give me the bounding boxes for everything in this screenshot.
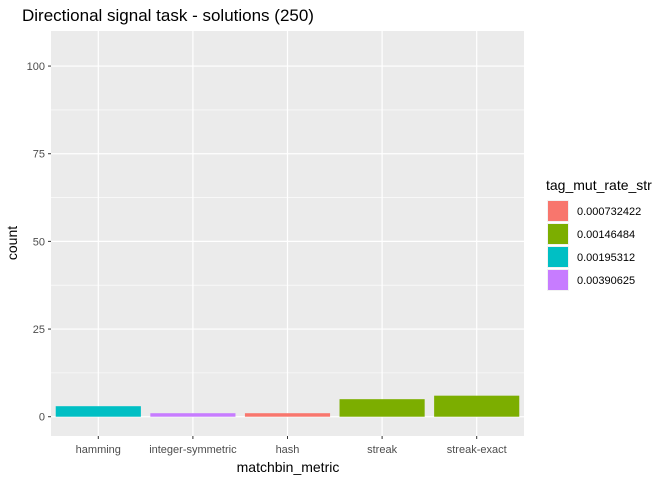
x-tick-label: hamming [76, 444, 121, 456]
legend: tag_mut_rate_str 0.000732422 0.00146484 0.… [546, 177, 652, 291]
y-tick-label: 100 [27, 61, 45, 73]
bar-hash [244, 413, 331, 417]
legend-key-swatch [548, 201, 568, 221]
x-tick-label: integer-symmetric [149, 444, 237, 456]
x-tick-label: streak-exact [447, 444, 507, 456]
x-axis: hamming integer-symmetric hash streak streak… [76, 436, 507, 456]
bar-streak-exact [434, 395, 520, 417]
legend-label: 0.000732422 [577, 206, 641, 218]
legend-key-swatch [548, 224, 568, 244]
y-axis: 0 25 50 75 100 [27, 61, 51, 424]
bars [55, 395, 520, 417]
legend-label: 0.00195312 [577, 252, 635, 264]
y-tick-label: 25 [33, 324, 45, 336]
bar-integer-symmetric [150, 413, 236, 417]
x-tick-label: streak [367, 444, 397, 456]
legend-key-swatch [548, 270, 568, 290]
y-axis-title: count [4, 226, 20, 260]
legend-key-swatch [548, 247, 568, 267]
bar-hamming [55, 406, 141, 417]
x-axis-title: matchbin_metric [237, 459, 340, 475]
bar-streak [339, 399, 425, 417]
legend-label: 0.00146484 [577, 229, 635, 241]
y-tick-label: 50 [33, 236, 45, 248]
legend-title: tag_mut_rate_str [546, 177, 652, 193]
chart-title: Directional signal task - solutions (250… [22, 6, 314, 25]
grid-major [51, 31, 524, 436]
y-tick-label: 75 [33, 149, 45, 161]
legend-label: 0.00390625 [577, 275, 635, 287]
x-tick-label: hash [276, 444, 300, 456]
y-tick-label: 0 [39, 412, 45, 424]
